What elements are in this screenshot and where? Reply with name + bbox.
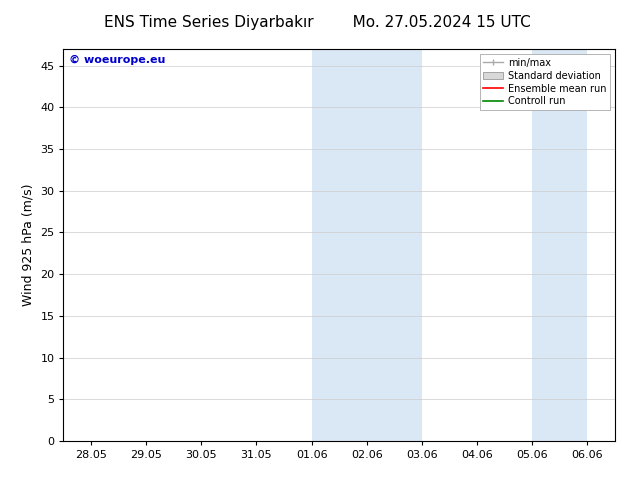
Bar: [366, 49, 422, 441]
Bar: [533, 49, 588, 441]
Text: ENS Time Series Diyarbakır        Mo. 27.05.2024 15 UTC: ENS Time Series Diyarbakır Mo. 27.05.202…: [103, 15, 531, 30]
Bar: [312, 49, 367, 441]
Y-axis label: Wind 925 hPa (m/s): Wind 925 hPa (m/s): [22, 184, 35, 306]
Legend: min/max, Standard deviation, Ensemble mean run, Controll run: min/max, Standard deviation, Ensemble me…: [479, 54, 610, 110]
Text: © woeurope.eu: © woeurope.eu: [69, 55, 165, 65]
